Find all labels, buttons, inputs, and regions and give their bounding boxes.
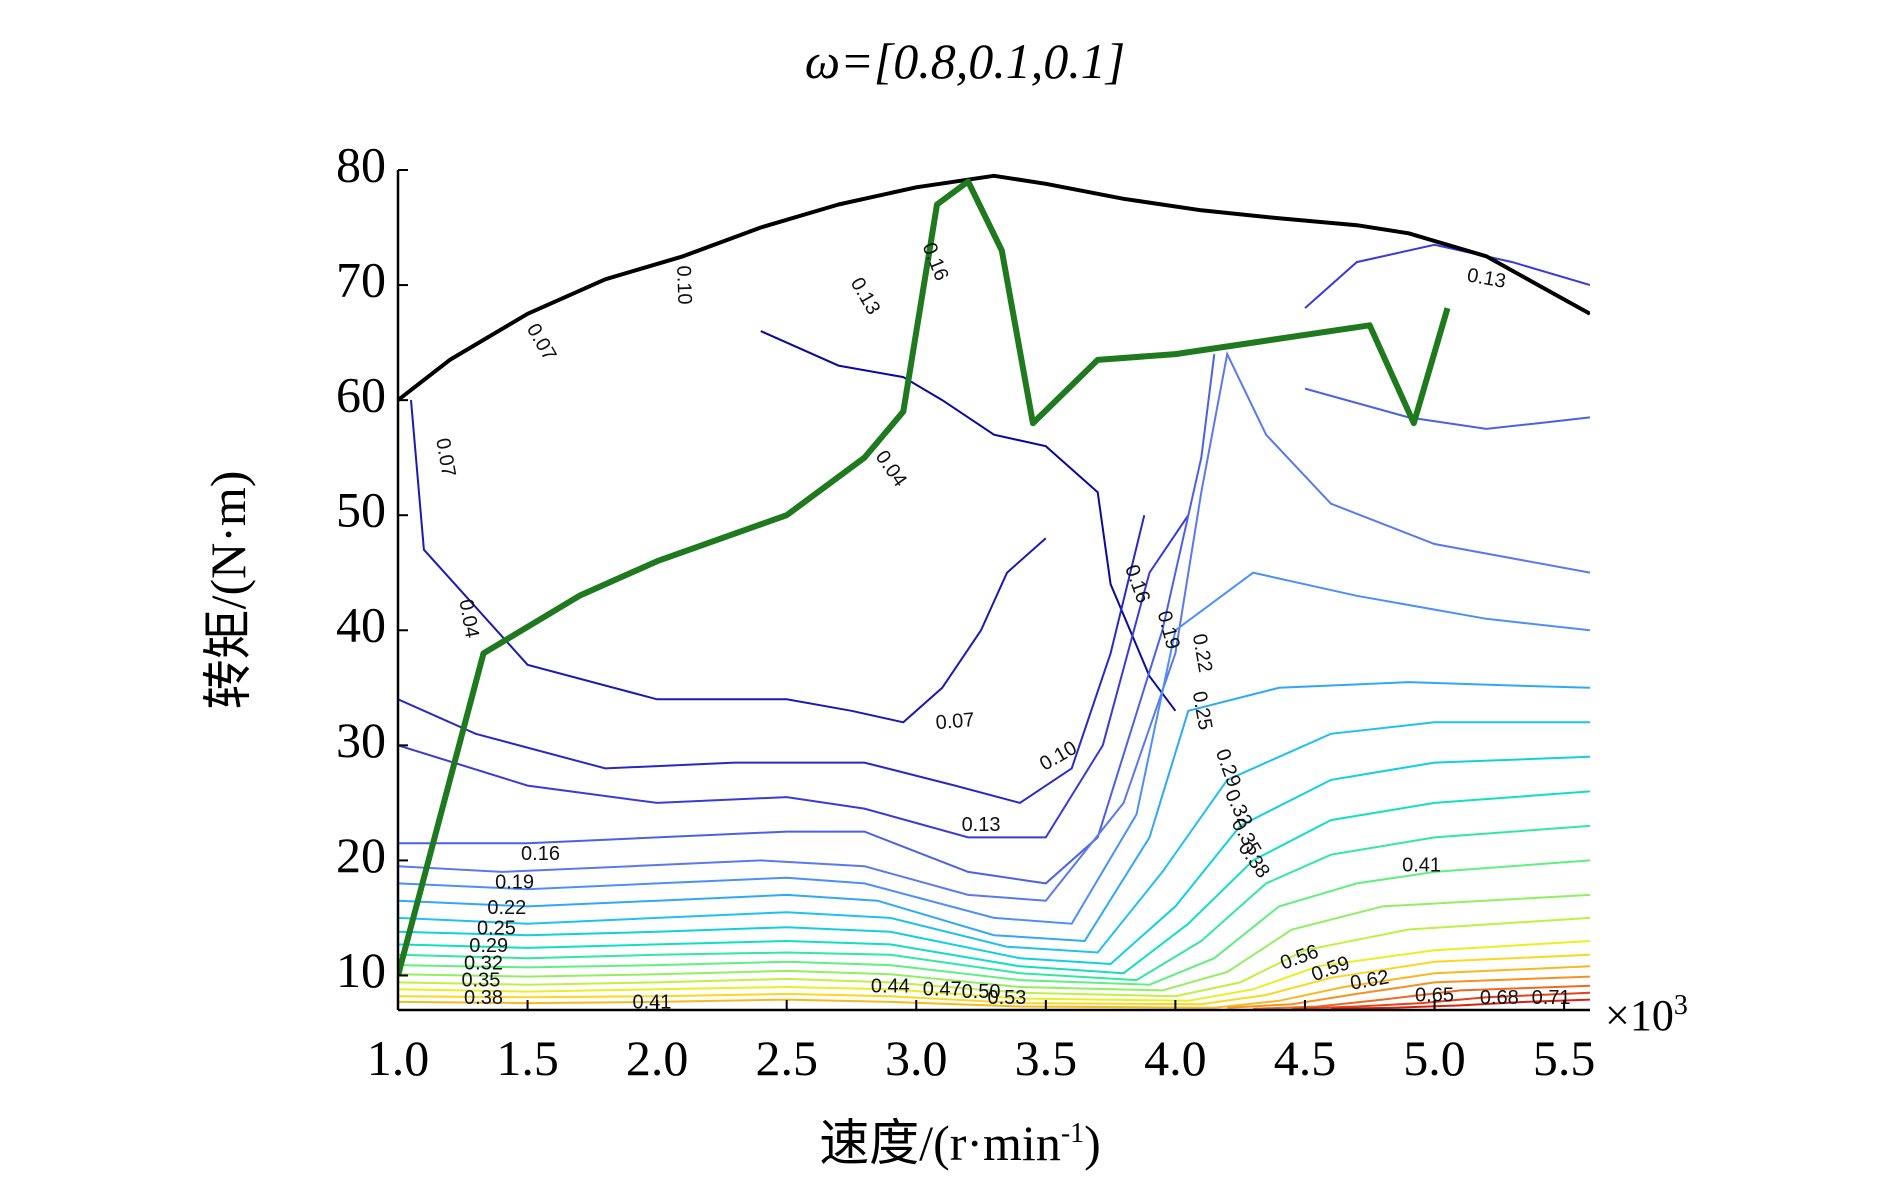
contour-line-2 bbox=[398, 514, 1146, 804]
contour-line-17 bbox=[398, 940, 1590, 1002]
contour-label-19: 0.41 bbox=[1402, 854, 1441, 876]
y-tick-label-6: 70 bbox=[336, 252, 386, 308]
contour-line-4 bbox=[1304, 243, 1590, 309]
contour-label-30: 0.47 bbox=[923, 979, 962, 1001]
contour-label-25: 0.32 bbox=[464, 952, 503, 974]
contour-label-2: 0.13 bbox=[846, 274, 885, 319]
x-tick-label-9: 5.5 bbox=[1533, 1030, 1596, 1086]
y-tick-label-7: 80 bbox=[336, 136, 386, 192]
contour-lines bbox=[398, 243, 1590, 1010]
contour-line-9 bbox=[398, 681, 1590, 943]
contour-label-4: 0.13 bbox=[1465, 264, 1507, 292]
contour-line-12 bbox=[398, 790, 1590, 975]
x-axis-label-end: ) bbox=[1084, 1115, 1101, 1171]
contour-label-8: 0.07 bbox=[935, 709, 976, 734]
contour-label-6: 0.04 bbox=[871, 447, 911, 492]
contour-line-0 bbox=[760, 330, 1177, 712]
x-axis-label-exponent: -1 bbox=[1061, 1118, 1084, 1149]
contour-label-23: 0.25 bbox=[477, 918, 516, 940]
contour-line-8 bbox=[398, 571, 1590, 925]
y-tick-label-4: 50 bbox=[336, 482, 386, 538]
contour-label-14: 0.25 bbox=[1188, 690, 1216, 732]
contour-label-21: 0.19 bbox=[495, 872, 534, 894]
contour-label-29: 0.44 bbox=[871, 975, 910, 997]
contour-line-23 bbox=[1330, 998, 1590, 1010]
x-tick-label-8: 5.0 bbox=[1403, 1030, 1466, 1086]
y-tick-label-0: 10 bbox=[336, 942, 386, 998]
x-axis-multiplier-exponent: 3 bbox=[1674, 990, 1688, 1021]
contour-line-11 bbox=[398, 755, 1590, 966]
operating-path-line bbox=[398, 178, 1451, 977]
contour-line-5 bbox=[398, 353, 1216, 885]
contour-line-18 bbox=[398, 953, 1590, 1006]
y-axis-label: 转矩/(N·m) bbox=[200, 471, 256, 710]
contour-label-9: 0.10 bbox=[1036, 737, 1081, 776]
contour-label-27: 0.38 bbox=[464, 987, 503, 1009]
contour-label-32: 0.53 bbox=[987, 987, 1026, 1009]
contour-label-13: 0.22 bbox=[1188, 632, 1216, 674]
y-tick-label-3: 40 bbox=[336, 597, 386, 653]
contour-line-14 bbox=[398, 859, 1590, 986]
x-tick-label-7: 4.5 bbox=[1274, 1030, 1337, 1086]
x-tick-label-6: 4.0 bbox=[1144, 1030, 1207, 1086]
contour-line-6 bbox=[1304, 387, 1590, 430]
contour-label-36: 0.65 bbox=[1415, 984, 1454, 1006]
contour-label-5: 0.07 bbox=[431, 436, 459, 478]
contour-line-3 bbox=[398, 514, 1190, 839]
contour-line-10 bbox=[398, 721, 1590, 954]
x-tick-label-4: 3.0 bbox=[885, 1030, 948, 1086]
contour-line-22 bbox=[1291, 991, 1590, 1010]
contour-line-1 bbox=[410, 400, 1047, 724]
contour-label-38: 0.71 bbox=[1532, 987, 1571, 1009]
chart-title: ω=[0.8,0.1,0.1] bbox=[805, 33, 1125, 89]
contour-label-7: 0.04 bbox=[454, 598, 482, 640]
contour-label-22: 0.22 bbox=[487, 897, 526, 919]
contour-label-26: 0.35 bbox=[461, 970, 500, 992]
contour-label-1: 0.10 bbox=[672, 265, 695, 305]
contour-line-15 bbox=[398, 893, 1590, 992]
contour-label-28: 0.41 bbox=[632, 991, 671, 1013]
operating-path bbox=[398, 178, 1451, 977]
x-axis-ticks: 1.0 1.5 2.0 2.5 3.0 3.5 4.0 4.5 5.0 5.5 bbox=[367, 1000, 1596, 1086]
contour-label-20: 0.16 bbox=[521, 843, 560, 865]
y-tick-label-1: 20 bbox=[336, 827, 386, 883]
contour-label-11: 0.16 bbox=[1120, 562, 1154, 606]
contour-label-37: 0.68 bbox=[1480, 987, 1519, 1009]
contour-label-10: 0.13 bbox=[962, 814, 1001, 836]
x-axis-label: 速度/(r·min-1) bbox=[819, 1115, 1101, 1171]
contour-label-0: 0.07 bbox=[522, 320, 561, 365]
contour-line-13 bbox=[398, 824, 1590, 982]
contour-line-19 bbox=[398, 965, 1590, 1009]
y-axis-ticks: 10 20 30 40 50 60 70 80 bbox=[336, 136, 408, 998]
x-axis-multiplier: ×103 bbox=[1605, 990, 1688, 1040]
contour-line-20 bbox=[1227, 975, 1590, 1009]
max-torque-curve bbox=[398, 173, 1590, 402]
max-torque-line bbox=[398, 173, 1590, 402]
x-tick-label-1: 1.5 bbox=[496, 1030, 559, 1086]
x-tick-label-2: 2.0 bbox=[626, 1030, 689, 1086]
y-tick-label-5: 60 bbox=[336, 367, 386, 423]
contour-line-7 bbox=[398, 350, 1590, 902]
contour-label-24: 0.29 bbox=[469, 935, 508, 957]
contour-label-15: 0.29 bbox=[1211, 746, 1245, 790]
x-tick-label-0: 1.0 bbox=[367, 1030, 430, 1086]
x-tick-label-3: 2.5 bbox=[755, 1030, 818, 1086]
x-tick-label-5: 3.5 bbox=[1015, 1030, 1078, 1086]
contour-line-16 bbox=[398, 916, 1590, 998]
contour-label-31: 0.50 bbox=[962, 981, 1001, 1003]
contour-line-21 bbox=[1253, 984, 1590, 1010]
y-tick-label-2: 30 bbox=[336, 712, 386, 768]
